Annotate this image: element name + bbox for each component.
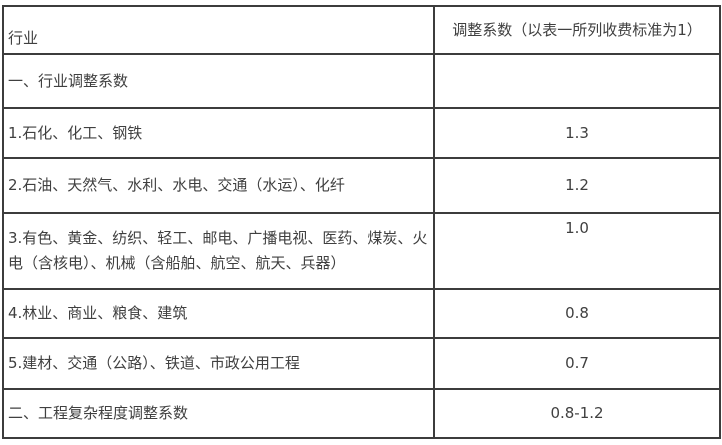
industry-cell: 一、行业调整系数 <box>2 53 435 109</box>
table-row-nonferrous: 3.有色、黄金、纺织、轻工、邮电、广播电视、医药、煤炭、火电（含核电）、机械（含… <box>2 212 721 290</box>
coefficient-cell: 0.8 <box>433 288 721 339</box>
table-row-petrochemical: 1.石化、化工、钢铁 1.3 <box>2 107 721 159</box>
industry-cell: 4.林业、商业、粮食、建筑 <box>2 288 435 339</box>
coefficient-cell: 1.0 <box>433 212 721 290</box>
table-row-section-complexity: 二、工程复杂程度调整系数 0.8-1.2 <box>2 388 721 439</box>
table-header-row: 行业 调整系数（以表一所列收费标准为1） <box>2 5 721 55</box>
industry-cell: 二、工程复杂程度调整系数 <box>2 388 435 439</box>
table-row-section-industry: 一、行业调整系数 <box>2 53 721 109</box>
industry-cell: 3.有色、黄金、纺织、轻工、邮电、广播电视、医药、煤炭、火电（含核电）、机械（含… <box>2 212 435 290</box>
coefficient-cell: 0.8-1.2 <box>433 388 721 439</box>
industry-cell: 5.建材、交通（公路）、铁道、市政公用工程 <box>2 337 435 390</box>
coefficient-cell: 1.3 <box>433 107 721 159</box>
coefficient-cell: 0.7 <box>433 337 721 390</box>
coefficient-header-cell: 调整系数（以表一所列收费标准为1） <box>433 5 721 55</box>
industry-cell: 2.石油、天然气、水利、水电、交通（水运）、化纤 <box>2 157 435 214</box>
industry-cell: 1.石化、化工、钢铁 <box>2 107 435 159</box>
table-row-forestry: 4.林业、商业、粮食、建筑 0.8 <box>2 288 721 339</box>
coefficient-cell <box>433 53 721 109</box>
table-row-petroleum: 2.石油、天然气、水利、水电、交通（水运）、化纤 1.2 <box>2 157 721 214</box>
industry-header-cell: 行业 <box>2 5 435 55</box>
table-row-building-materials: 5.建材、交通（公路）、铁道、市政公用工程 0.7 <box>2 337 721 390</box>
coefficient-cell: 1.2 <box>433 157 721 214</box>
adjustment-coefficient-table: 行业 调整系数（以表一所列收费标准为1） 一、行业调整系数 1.石化、化工、钢铁… <box>2 5 721 439</box>
